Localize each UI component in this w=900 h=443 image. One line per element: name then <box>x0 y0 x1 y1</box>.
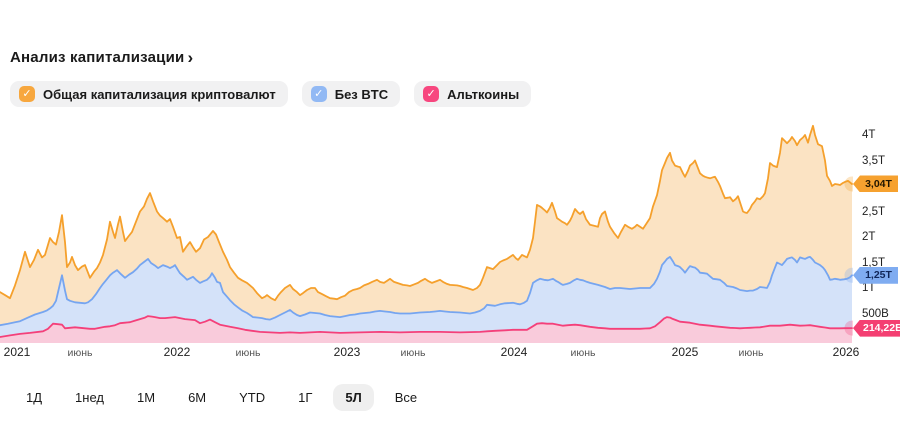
checkbox-checked-icon: ✓ <box>423 86 440 102</box>
y-axis-tick-label: 500B <box>862 307 889 320</box>
current-value-badge: 3,04T <box>853 175 898 193</box>
range-button-1Г[interactable]: 1Г <box>286 384 324 411</box>
range-button-1М[interactable]: 1М <box>125 384 167 411</box>
legend-label: Альткоины <box>447 86 520 102</box>
y-axis-tick-label: 3,5T <box>862 154 886 167</box>
x-axis-tick-label-2024: 2024 <box>500 345 528 359</box>
section-title-link[interactable]: Анализ капитализации › <box>10 49 193 66</box>
x-axis-tick-label-июнь: июнь <box>570 347 596 359</box>
series-endpoint-halo <box>844 176 853 192</box>
legend-label: Общая капитализация криптовалют <box>43 86 276 102</box>
time-range-selector: 1Д 1нед 1М 6М YTD 1Г 5Л Все <box>14 384 429 411</box>
current-value-badge: 214,22B <box>853 319 900 337</box>
x-axis-tick-label-2022: 2022 <box>163 345 191 359</box>
x-axis-tick-label-2025: 2025 <box>671 345 699 359</box>
checkbox-checked-icon: ✓ <box>19 86 35 102</box>
legend-item-altcoins[interactable]: ✓ Альткоины <box>414 81 532 107</box>
x-axis-tick-label-2021: 2021 <box>3 345 31 359</box>
current-value-badge: 1,25T <box>853 266 898 284</box>
legend-label: Без BTC <box>334 86 389 102</box>
range-button-6М[interactable]: 6М <box>176 384 218 411</box>
range-button-1нед[interactable]: 1нед <box>63 384 116 411</box>
x-axis-tick-label-июнь: июнь <box>400 347 426 359</box>
y-axis-tick-label: 1,5T <box>862 256 886 269</box>
y-axis-tick-label: 2,5T <box>862 205 886 218</box>
legend-item-without-btc[interactable]: ✓ Без BTC <box>301 81 401 107</box>
y-axis-tick-label: 2T <box>862 231 876 243</box>
range-button-Все[interactable]: Все <box>383 384 429 411</box>
x-axis-tick-label-июнь: июнь <box>738 347 764 359</box>
series-endpoint-halo <box>844 320 853 336</box>
legend: ✓ Общая капитализация криптовалют ✓ Без … <box>10 81 532 107</box>
range-button-1Д[interactable]: 1Д <box>14 384 54 411</box>
x-axis-tick-label-2026: 2026 <box>832 345 860 359</box>
x-axis-tick-label-2023: 2023 <box>333 345 361 359</box>
chevron-right-icon: › <box>187 48 194 67</box>
range-button-5Л[interactable]: 5Л <box>333 384 374 411</box>
checkbox-checked-icon: ✓ <box>310 86 327 102</box>
y-axis-tick-label: 4T <box>862 129 876 141</box>
y-axis-tick-label: 1T <box>862 282 876 294</box>
x-axis-tick-label-июнь: июнь <box>235 347 261 359</box>
chart-svg <box>0 124 853 343</box>
legend-item-total-cap[interactable]: ✓ Общая капитализация криптовалют <box>10 81 288 107</box>
series-endpoint-halo <box>844 267 853 283</box>
market-cap-area-chart[interactable]: 4T 3,5T 2,5T 2T 1,5T 1T 500B 3,04T 1,25T 214,22B… <box>0 115 900 365</box>
x-axis-tick-label-июнь: июнь <box>67 347 93 359</box>
range-button-YTD[interactable]: YTD <box>227 384 277 411</box>
page-title: Анализ капитализации <box>10 49 185 66</box>
